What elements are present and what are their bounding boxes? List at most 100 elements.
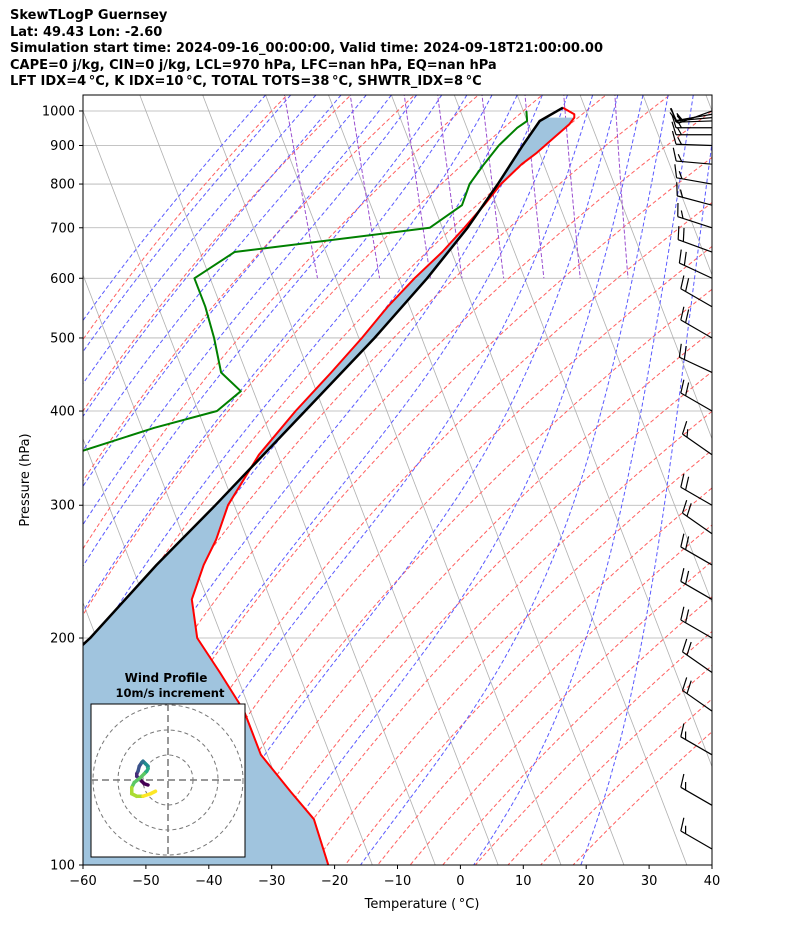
barb-flag bbox=[671, 121, 677, 135]
barb-staff bbox=[676, 177, 713, 185]
dry-adiabat bbox=[377, 524, 712, 865]
y-tick-label: 1000 bbox=[42, 104, 75, 119]
dry-adiabat bbox=[539, 698, 712, 865]
wind-barb bbox=[671, 109, 713, 123]
dry-adiabat bbox=[246, 371, 712, 865]
dewpoint-profile bbox=[83, 110, 529, 452]
wind-barb bbox=[680, 723, 713, 756]
dry-adiabat bbox=[116, 201, 712, 865]
barb-flag bbox=[680, 379, 685, 394]
barb-flag bbox=[681, 677, 688, 691]
barb-flag bbox=[680, 210, 684, 219]
barb-staff bbox=[680, 319, 713, 339]
moist-adiabat bbox=[83, 95, 292, 353]
moist-adiabat bbox=[83, 95, 392, 488]
barb-flag bbox=[671, 114, 677, 128]
moist-adiabat bbox=[473, 95, 694, 865]
background-lines bbox=[83, 95, 712, 865]
x-tick-label: −60 bbox=[69, 874, 96, 889]
x-tick-label: 40 bbox=[704, 874, 721, 889]
mixing-ratio-line bbox=[437, 95, 463, 279]
barb-staff bbox=[677, 239, 713, 253]
isotherm-line bbox=[642, 95, 712, 276]
moist-adiabat bbox=[83, 95, 543, 788]
barb-flag bbox=[685, 476, 690, 491]
dry-adiabat bbox=[474, 630, 712, 865]
moist-adiabat bbox=[83, 95, 493, 664]
barb-staff bbox=[680, 619, 713, 639]
moist-adiabat bbox=[83, 95, 266, 322]
barb-flag bbox=[680, 568, 685, 582]
dry-adiabat bbox=[83, 95, 671, 745]
barb-flag bbox=[676, 113, 683, 121]
barb-flag bbox=[680, 817, 685, 832]
barb-flag bbox=[685, 570, 690, 585]
wind-barb bbox=[671, 130, 713, 147]
y-tick-label: 300 bbox=[50, 499, 75, 514]
barb-flag bbox=[686, 503, 692, 517]
wind-barb bbox=[680, 275, 713, 308]
barb-flag bbox=[676, 114, 683, 123]
barb-staff bbox=[679, 356, 713, 374]
barb-flag bbox=[677, 137, 683, 145]
profiles bbox=[83, 106, 576, 865]
barb-staff bbox=[680, 546, 713, 566]
wind-barbs bbox=[669, 107, 713, 850]
dry-adiabat bbox=[83, 95, 543, 616]
barb-flag bbox=[671, 130, 677, 145]
barb-flag bbox=[676, 120, 683, 129]
isotherm-line bbox=[139, 95, 436, 865]
location-line: Lat: 49.43 Lon: -2.60 bbox=[10, 24, 163, 40]
wind-barb bbox=[677, 203, 713, 229]
barb-staff bbox=[680, 786, 713, 806]
dry-adiabat bbox=[83, 95, 416, 482]
isotherm-line bbox=[453, 95, 712, 768]
barb-flag bbox=[680, 473, 685, 488]
barb-flag bbox=[681, 420, 688, 435]
isotherm-line bbox=[390, 95, 688, 865]
wind-barb bbox=[671, 121, 712, 136]
wind-barb bbox=[680, 817, 713, 850]
wind-barb bbox=[680, 568, 713, 600]
barb-staff bbox=[676, 116, 713, 122]
chart-title: SkewTLogP Guernsey bbox=[10, 8, 168, 23]
wind-barb bbox=[680, 533, 713, 566]
wind-barb bbox=[671, 114, 712, 129]
moist-adiabat bbox=[83, 95, 443, 567]
barb-staff bbox=[676, 120, 713, 123]
hodograph-title: Wind Profile bbox=[125, 671, 208, 685]
mixing-ratio-line bbox=[481, 95, 505, 279]
barb-flag bbox=[683, 346, 687, 360]
mixing-ratio-line bbox=[283, 95, 318, 279]
barb-staff bbox=[677, 195, 713, 206]
moist-adiabat bbox=[83, 95, 568, 865]
moist-adiabat bbox=[83, 95, 518, 721]
isotherm-line bbox=[705, 95, 712, 113]
barb-flag bbox=[681, 638, 688, 653]
barb-staff bbox=[676, 113, 713, 122]
barb-flag bbox=[672, 147, 677, 162]
x-tick-label: −10 bbox=[384, 874, 411, 889]
isotherm-line bbox=[579, 95, 712, 440]
y-tick-label: 800 bbox=[50, 178, 75, 193]
moist-adiabat bbox=[580, 139, 712, 865]
barb-flag bbox=[676, 127, 683, 136]
barb-flag bbox=[685, 536, 690, 550]
x-tick-label: −40 bbox=[195, 874, 222, 889]
dry-adiabat bbox=[279, 410, 712, 865]
moist-adiabat bbox=[130, 95, 594, 865]
moist-adiabat bbox=[360, 95, 669, 865]
temperature-profile bbox=[190, 106, 576, 865]
y-tick-label: 700 bbox=[50, 221, 75, 236]
barb-staff bbox=[680, 830, 713, 850]
barb-flag bbox=[686, 641, 692, 656]
wind-barb bbox=[670, 107, 713, 122]
barb-staff bbox=[680, 736, 713, 756]
wind-barb bbox=[680, 773, 713, 806]
y-tick-label: 400 bbox=[50, 405, 75, 420]
barb-flag bbox=[686, 680, 692, 694]
moist-adiabat bbox=[190, 95, 619, 865]
header: SkewTLogP Guernsey Lat: 49.43 Lon: -2.60… bbox=[10, 8, 603, 91]
dry-adiabat bbox=[214, 330, 712, 865]
isotherm-line bbox=[83, 109, 373, 865]
